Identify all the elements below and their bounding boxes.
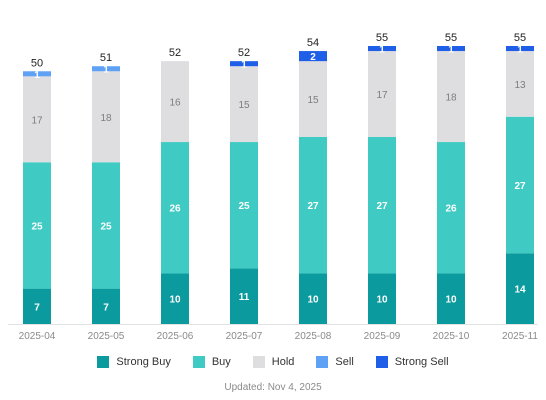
- bar-segment: [299, 136, 327, 274]
- data-label: 26: [169, 204, 181, 215]
- data-label: 7: [103, 302, 109, 313]
- bar-segment: [161, 61, 189, 143]
- legend-item-sell[interactable]: Sell: [316, 356, 354, 368]
- legend-swatch-buy: [192, 356, 205, 368]
- data-label: 25: [238, 201, 250, 212]
- bar-segment: [92, 66, 120, 72]
- legend-swatch-hold: [252, 356, 265, 368]
- bar-segment: [23, 71, 51, 77]
- x-tick-label: 2025-04: [19, 331, 56, 342]
- bar-segment: [368, 136, 396, 274]
- data-label: 10: [445, 295, 457, 306]
- data-label: 1: [448, 45, 454, 56]
- data-label: 27: [307, 201, 319, 212]
- legend-label: Sell: [335, 356, 354, 368]
- bar-segment: [230, 66, 258, 143]
- bar-segment: [368, 273, 396, 324]
- data-label: 18: [445, 93, 457, 104]
- bar-segment: [23, 288, 51, 324]
- bar-segment: [437, 273, 465, 324]
- bar-segment: [161, 142, 189, 274]
- data-label: 14: [514, 285, 526, 296]
- bar-segment: [506, 51, 534, 117]
- bar-segment: [92, 288, 120, 324]
- bar-segment: [92, 71, 120, 163]
- data-label: 7: [34, 302, 40, 313]
- bar-segment: [230, 142, 258, 269]
- legend-label: Hold: [271, 356, 295, 368]
- bar-segment: [299, 51, 327, 62]
- bar-segment: [23, 76, 51, 163]
- legend-item-buy[interactable]: Buy: [192, 356, 231, 368]
- data-label: 1: [517, 45, 523, 56]
- data-label: 16: [169, 98, 181, 109]
- total-label: 51: [100, 52, 112, 64]
- data-label: 2: [310, 52, 316, 63]
- bar-segment: [506, 253, 534, 324]
- bar-segment: [437, 46, 465, 52]
- x-tick-label: 2025-06: [157, 331, 194, 342]
- total-label: 55: [445, 32, 457, 44]
- bar-segment: [368, 46, 396, 52]
- x-tick-label: 2025-09: [364, 331, 401, 342]
- data-label: 18: [100, 113, 112, 124]
- x-tick-label: 2025-07: [226, 331, 263, 342]
- bar-segment: [299, 273, 327, 324]
- data-label: 15: [238, 100, 250, 111]
- bar-segment: [92, 162, 120, 289]
- data-label: 1: [34, 70, 40, 81]
- total-label: 52: [238, 47, 250, 59]
- bar-segment: [230, 61, 258, 67]
- bar-segment: [437, 142, 465, 274]
- data-label: 1: [103, 65, 109, 76]
- data-label: 26: [445, 204, 457, 215]
- legend-item-strong-buy[interactable]: Strong Buy: [97, 356, 171, 368]
- total-label: 52: [169, 47, 181, 59]
- bar-segment: [368, 51, 396, 137]
- bar-segment: [506, 116, 534, 254]
- data-label: 1: [241, 60, 247, 71]
- total-label: 50: [31, 57, 43, 69]
- total-label: 55: [514, 32, 526, 44]
- bar-segment: [506, 46, 534, 52]
- total-label: 54: [307, 37, 319, 49]
- legend-swatch-sell: [316, 356, 329, 368]
- bar-segment: [299, 61, 327, 137]
- legend-label: Strong Buy: [116, 356, 171, 368]
- chart-legend: Strong Buy Buy Hold Sell Strong Sell: [0, 356, 546, 368]
- data-label: 27: [376, 201, 388, 212]
- data-label: 10: [376, 295, 388, 306]
- legend-label: Strong Sell: [394, 356, 449, 368]
- stacked-bar-chart: 725171502025-04725181512025-051026165220…: [8, 32, 538, 342]
- bar-segment: [23, 162, 51, 289]
- legend-swatch-strong-sell: [375, 356, 388, 368]
- x-tick-label: 2025-08: [295, 331, 332, 342]
- legend-swatch-strong-buy: [97, 356, 110, 368]
- data-label: 25: [31, 221, 43, 232]
- data-label: 25: [100, 221, 112, 232]
- data-label: 15: [307, 95, 319, 106]
- bar-segment: [161, 273, 189, 324]
- data-label: 27: [514, 181, 526, 192]
- updated-timestamp: Updated: Nov 4, 2025: [224, 382, 322, 393]
- bar-segment: [230, 268, 258, 324]
- legend-label: Buy: [211, 356, 231, 368]
- legend-item-hold[interactable]: Hold: [252, 356, 295, 368]
- legend-item-strong-sell[interactable]: Strong Sell: [375, 356, 449, 368]
- data-label: 11: [239, 292, 250, 303]
- total-label: 55: [376, 32, 388, 44]
- data-label: 10: [169, 295, 181, 306]
- data-label: 10: [307, 295, 319, 306]
- x-tick-label: 2025-05: [88, 331, 125, 342]
- data-label: 17: [31, 115, 43, 126]
- data-label: 1: [379, 45, 385, 56]
- data-label: 17: [376, 90, 388, 101]
- x-tick-label: 2025-10: [433, 331, 470, 342]
- data-label: 13: [514, 80, 526, 91]
- x-tick-label: 2025-11: [502, 331, 538, 342]
- bar-segment: [437, 51, 465, 143]
